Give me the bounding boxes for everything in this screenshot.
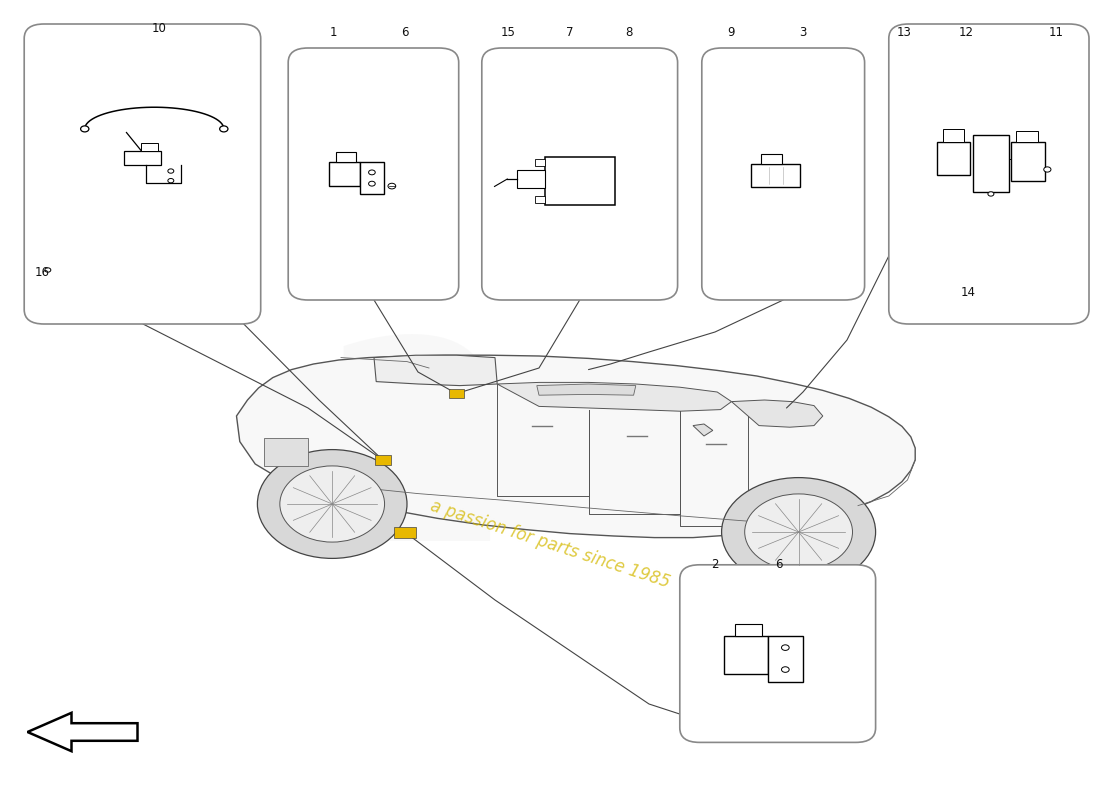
Bar (1011, 142, 1045, 181)
Bar (536, 158, 546, 166)
FancyArrow shape (28, 713, 138, 751)
Bar (724, 636, 768, 674)
Text: 9: 9 (728, 26, 735, 38)
Polygon shape (537, 384, 636, 395)
Bar (735, 624, 762, 636)
Text: 3: 3 (800, 26, 806, 38)
Circle shape (388, 183, 396, 189)
Circle shape (368, 182, 375, 186)
Text: 1: 1 (330, 26, 337, 38)
Text: 12: 12 (958, 26, 974, 38)
Bar (768, 636, 803, 682)
Bar (337, 152, 356, 162)
Circle shape (368, 170, 375, 175)
FancyBboxPatch shape (24, 24, 261, 324)
Bar (517, 170, 546, 188)
Text: 7: 7 (566, 26, 573, 38)
Bar (394, 527, 416, 538)
Text: 16: 16 (34, 266, 50, 278)
Ellipse shape (745, 494, 852, 570)
Text: 10: 10 (152, 22, 167, 34)
Bar (329, 162, 360, 186)
Bar (751, 164, 800, 186)
Polygon shape (374, 355, 497, 386)
Circle shape (781, 645, 789, 650)
Bar (360, 162, 384, 194)
Ellipse shape (279, 466, 385, 542)
Circle shape (80, 126, 89, 132)
Bar (943, 130, 965, 142)
FancyBboxPatch shape (680, 565, 876, 742)
Circle shape (988, 192, 994, 196)
Bar (546, 157, 615, 205)
Polygon shape (236, 355, 915, 538)
Circle shape (45, 268, 51, 272)
Bar (141, 143, 157, 150)
Text: 15: 15 (500, 26, 516, 38)
Circle shape (1044, 167, 1050, 172)
Text: 2: 2 (321, 329, 515, 599)
Circle shape (781, 666, 789, 672)
Polygon shape (732, 400, 823, 427)
Text: 2: 2 (712, 558, 718, 570)
FancyBboxPatch shape (889, 24, 1089, 324)
FancyBboxPatch shape (702, 48, 865, 300)
Bar (375, 455, 390, 465)
Bar (1016, 131, 1037, 142)
Text: 8: 8 (626, 26, 632, 38)
Text: 11: 11 (1048, 26, 1064, 38)
Bar (264, 438, 308, 466)
Bar (124, 150, 161, 165)
FancyBboxPatch shape (288, 48, 459, 300)
Bar (761, 154, 782, 164)
Ellipse shape (722, 478, 876, 586)
Circle shape (220, 126, 228, 132)
Bar (449, 389, 464, 398)
Text: 14: 14 (960, 286, 976, 298)
Text: a passion for parts since 1985: a passion for parts since 1985 (428, 497, 672, 591)
Text: 6: 6 (776, 558, 782, 570)
Text: 13: 13 (896, 26, 912, 38)
Bar (937, 142, 970, 174)
Text: 6: 6 (402, 26, 408, 38)
Bar (972, 135, 1009, 192)
Circle shape (168, 178, 174, 183)
Polygon shape (693, 424, 713, 436)
Circle shape (168, 169, 174, 174)
Ellipse shape (257, 450, 407, 558)
Bar (536, 196, 546, 203)
FancyBboxPatch shape (482, 48, 678, 300)
Polygon shape (497, 382, 732, 411)
